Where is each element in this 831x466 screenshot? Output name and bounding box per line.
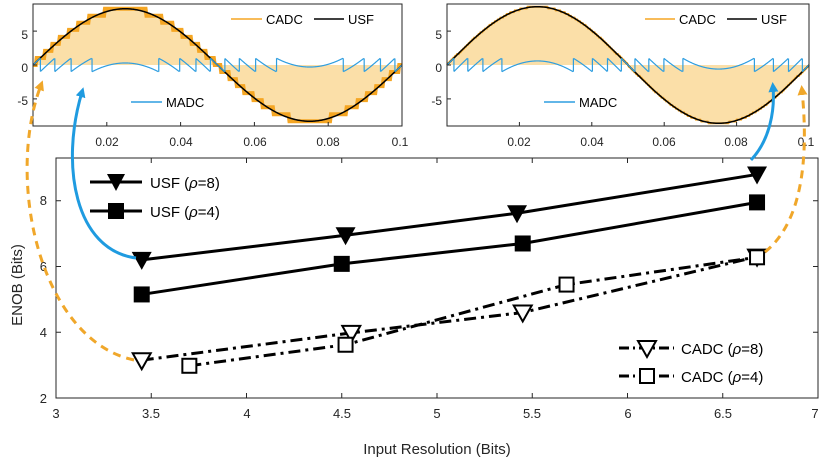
data-point: [749, 249, 766, 266]
inset-right-legend-cadc: CADC: [679, 12, 716, 27]
x-tick-label: 5: [433, 406, 440, 421]
inset-left-legend-cadc: CADC: [266, 12, 303, 27]
data-point: [507, 205, 528, 224]
inset-left-y-tick: -5: [17, 94, 28, 108]
inset-right-y-tick: 5: [435, 28, 442, 42]
x-tick-label: 6: [624, 406, 631, 421]
inset-right-marks: [446, 5, 810, 126]
data-point: [747, 166, 768, 185]
inset-right-legend-usf: USF: [761, 12, 787, 27]
inset-left-x-tick: 0.06: [243, 135, 267, 149]
inset-right-x-tick: 0.08: [724, 135, 748, 149]
y-tick-label: 6: [40, 259, 47, 274]
series-line-1: [141, 200, 758, 296]
inset-left-legend-madc: MADC: [166, 95, 204, 110]
legend-label-cadc4: CADC (ρ=4): [681, 369, 763, 386]
legend-marker-usf4: [108, 203, 124, 219]
madc-line: [446, 57, 810, 73]
inset-left-x-tick: 0.02: [95, 135, 119, 149]
inset-left-marks: [32, 6, 403, 126]
inset-left-chart: 5 0 -5 0.02 0.04 0.06 0.08 0.1 CADC USF …: [17, 3, 409, 149]
inset-left-legend-usf: USF: [348, 12, 374, 27]
legend-label-usf8: USF (ρ=8): [150, 175, 220, 192]
legend-bg: [640, 9, 804, 31]
inset-left-legend: CADC USF MADC: [124, 9, 396, 113]
series-line-3: [189, 255, 758, 368]
legend-marker-usf8: [107, 174, 125, 191]
legend-bg: [226, 9, 396, 31]
legend-bottom-right: CADC (ρ=8) CADC (ρ=4): [619, 340, 763, 386]
inset-left-y-tick: 0: [21, 61, 28, 75]
x-tick-label: 3: [52, 406, 59, 421]
inset-left-x-tick: 0.08: [316, 135, 340, 149]
legend-label-cadc8: CADC (ρ=8): [681, 341, 763, 358]
madc-line: [32, 57, 403, 73]
data-point: [333, 255, 350, 272]
legend-label-usf4: USF (ρ=4): [150, 204, 220, 221]
data-point: [749, 194, 766, 211]
inset-right-x-tick: 0.1: [798, 135, 815, 149]
legend-marker-cadc4: [639, 368, 655, 384]
inset-right-y-tick: -5: [431, 94, 442, 108]
inset-right-x-tick: 0.06: [652, 135, 676, 149]
connector-arrows: [25, 80, 808, 362]
inset-left-x-tick: 0.1: [392, 135, 409, 149]
data-point: [181, 357, 198, 374]
y-axis-label: ENOB (Bits): [9, 244, 26, 326]
legend-marker-cadc8: [636, 340, 658, 360]
legend-bg: [124, 91, 224, 113]
x-tick-label: 5.5: [523, 406, 541, 421]
x-tick-label: 4: [243, 406, 250, 421]
data-point: [133, 286, 150, 303]
inset-right-x-tick: 0.04: [580, 135, 604, 149]
series-line-2: [141, 255, 758, 362]
data-point: [131, 352, 153, 372]
inset-left-box: [32, 3, 403, 127]
data-point: [512, 304, 534, 324]
x-tick-label: 7: [811, 406, 818, 421]
inset-right-box: [446, 3, 810, 127]
inset-left-y-tick: 5: [21, 28, 28, 42]
arrow-orange-right: [764, 85, 808, 254]
data-point: [558, 276, 575, 293]
legend-bg: [538, 91, 638, 113]
x-tick-label: 4.5: [333, 406, 351, 421]
inset-right-legend: CADC USF MADC: [538, 9, 804, 113]
main-plot-box: [55, 157, 819, 399]
arrow-blue-left: [70, 87, 137, 260]
inset-right-legend-madc: MADC: [579, 95, 617, 110]
inset-right-y-tick: 0: [435, 61, 442, 75]
x-tick-label: 6.5: [714, 406, 732, 421]
x-tick-label: 3.5: [142, 406, 160, 421]
series-line-0: [141, 172, 758, 262]
inset-right-x-tick: 0.02: [507, 135, 531, 149]
inset-right-chart: 5 0 -5 0.02 0.04 0.06 0.08 0.1 CADC USF …: [431, 3, 815, 149]
inset-left-x-tick: 0.04: [169, 135, 193, 149]
y-tick-label: 8: [40, 193, 47, 208]
data-point: [514, 235, 531, 252]
arrow-blue-right: [749, 82, 779, 162]
x-axis-label: Input Resolution (Bits): [363, 441, 511, 458]
main-marks: [55, 158, 819, 399]
legend-top-left: USF (ρ=8) USF (ρ=4): [90, 174, 220, 221]
data-point: [337, 336, 354, 353]
data-point: [335, 227, 356, 246]
data-point: [340, 324, 362, 344]
data-point: [131, 251, 152, 270]
main-ticks: 3 3.5 4 4.5 5 5.5 6 6.5 7 2 4 6 8: [40, 193, 819, 421]
main-chart: 3 3.5 4 4.5 5 5.5 6 6.5 7 2 4 6 8 Input …: [9, 157, 819, 458]
y-tick-label: 4: [40, 325, 47, 340]
y-tick-label: 2: [40, 391, 47, 406]
